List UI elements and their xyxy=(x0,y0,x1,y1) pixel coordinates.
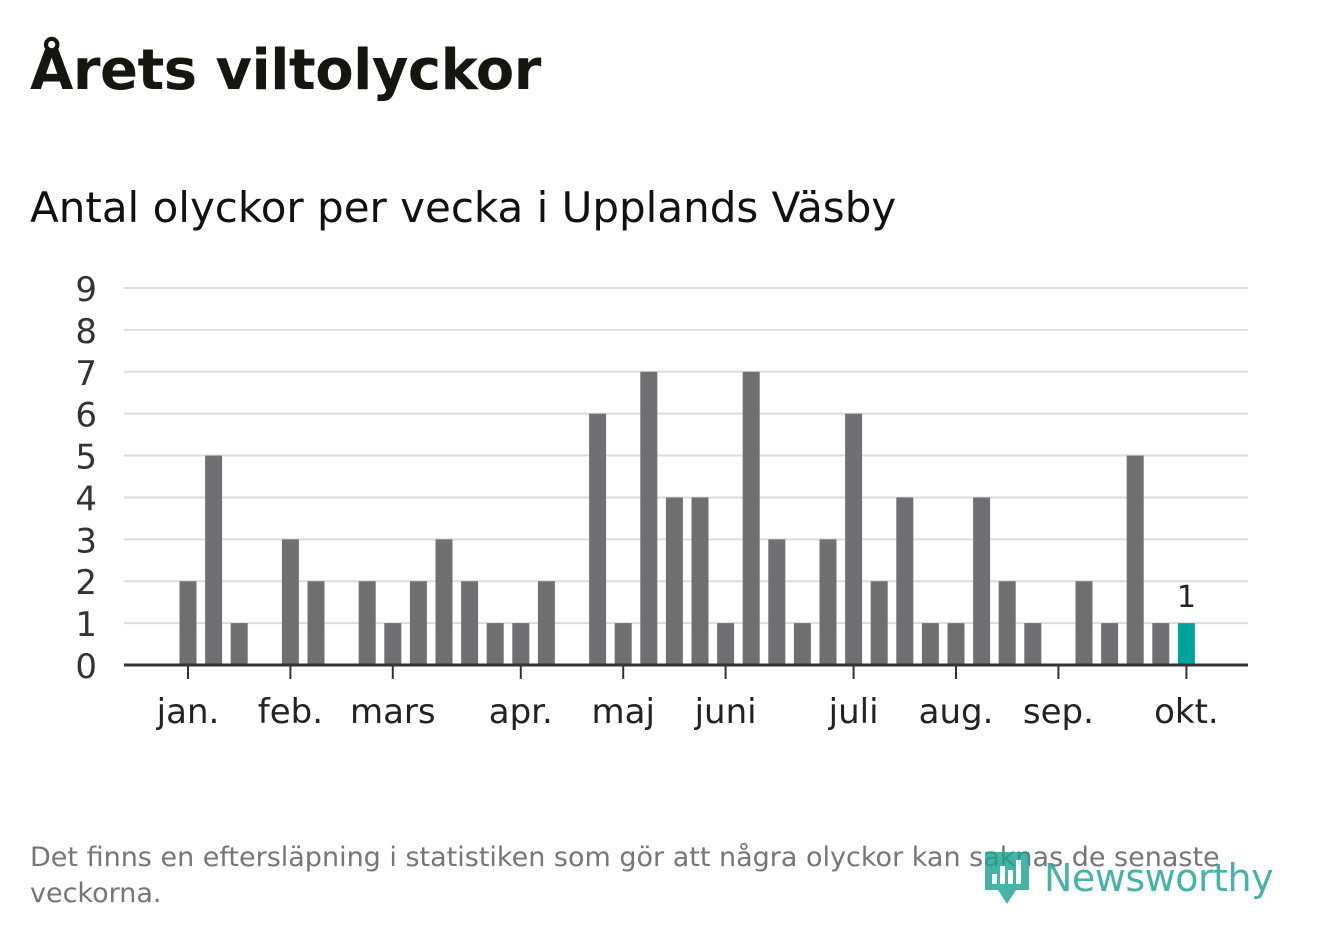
bar xyxy=(1024,623,1042,665)
y-tick-label: 7 xyxy=(75,354,97,394)
x-tick-label: okt. xyxy=(1154,692,1219,732)
bar xyxy=(921,623,939,665)
bar xyxy=(512,623,530,665)
bar xyxy=(307,581,325,665)
logo-text: Newsworthy xyxy=(1044,856,1274,900)
bar-highlight xyxy=(1177,623,1195,665)
newsworthy-logo: Newsworthy xyxy=(982,846,1274,910)
bar xyxy=(845,413,863,665)
bar xyxy=(793,623,811,665)
x-tick-label: apr. xyxy=(489,692,553,732)
bar xyxy=(665,497,683,665)
bar xyxy=(461,581,479,665)
chart-title: Årets viltolyckor xyxy=(30,38,541,103)
y-tick-label: 2 xyxy=(75,563,97,603)
x-axis: jan. feb. mars apr. maj juni juli aug. sep. okt. xyxy=(124,663,1248,732)
bars xyxy=(179,371,1195,665)
bar xyxy=(358,581,376,665)
bar xyxy=(1152,623,1170,665)
y-tick-label: 0 xyxy=(75,647,97,687)
bar xyxy=(384,623,402,665)
x-tick-label: aug. xyxy=(919,692,994,732)
x-tick-label: sep. xyxy=(1023,692,1094,732)
newsworthy-logo-icon xyxy=(985,852,1029,904)
bar xyxy=(1075,581,1093,665)
bar xyxy=(589,413,607,665)
bar xyxy=(1101,623,1119,665)
bar xyxy=(409,581,427,665)
bar xyxy=(870,581,888,665)
bar xyxy=(973,497,991,665)
bar xyxy=(691,497,709,665)
bar xyxy=(230,623,248,665)
x-tick-label: juli xyxy=(828,692,879,732)
y-tick-label: 6 xyxy=(75,396,97,436)
bar xyxy=(896,497,914,665)
y-tick-label: 3 xyxy=(75,521,97,561)
bar xyxy=(998,581,1016,665)
x-tick-label: mars xyxy=(350,692,436,732)
bar xyxy=(435,539,453,665)
x-tick-label: feb. xyxy=(258,692,323,732)
y-tick-label: 5 xyxy=(75,438,97,478)
x-tick-label: juni xyxy=(694,692,757,732)
data-label: 1 xyxy=(1177,580,1196,615)
gridlines xyxy=(124,287,1248,625)
y-tick-label: 9 xyxy=(75,270,97,310)
bar xyxy=(614,623,632,665)
bar xyxy=(768,539,786,665)
y-tick-label: 4 xyxy=(75,479,97,519)
bar xyxy=(947,623,965,665)
x-tick-label: maj xyxy=(591,692,654,732)
bar xyxy=(205,455,223,665)
bar xyxy=(537,581,555,665)
bar xyxy=(1126,455,1144,665)
bar xyxy=(179,581,197,665)
bar xyxy=(819,539,837,665)
y-tick-label: 8 xyxy=(75,312,97,352)
bar xyxy=(717,623,735,665)
y-tick-label: 1 xyxy=(75,605,97,645)
data-labels: 1 xyxy=(1177,580,1196,615)
chart-subtitle: Antal olyckor per vecka i Upplands Väsby xyxy=(30,183,897,232)
bar xyxy=(281,539,299,665)
x-tick-label: jan. xyxy=(156,692,220,732)
bar xyxy=(742,371,760,665)
bar xyxy=(640,371,658,665)
bar xyxy=(486,623,504,665)
